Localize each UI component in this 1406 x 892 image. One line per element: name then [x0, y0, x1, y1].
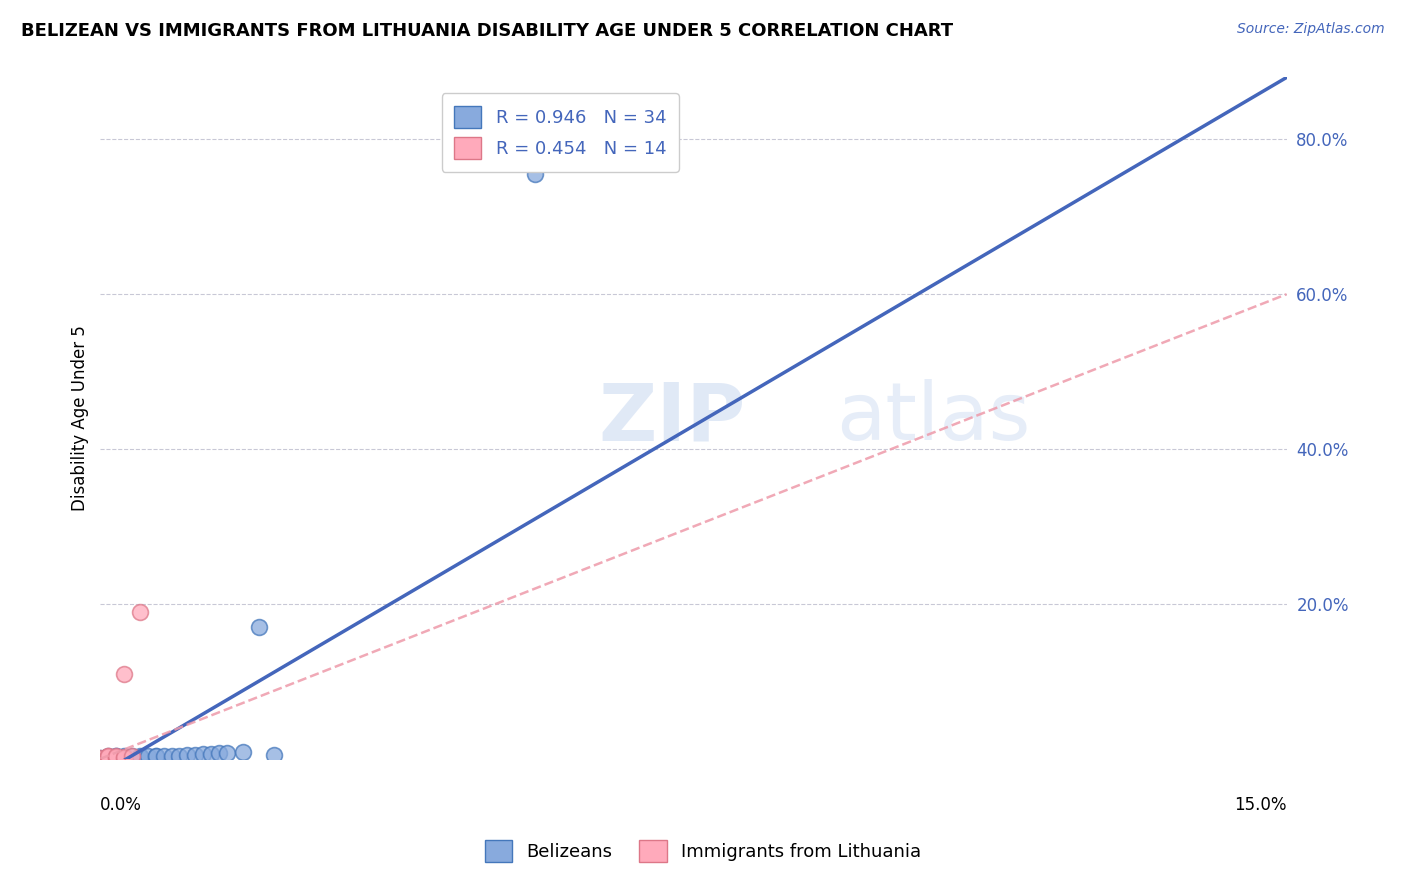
- Point: [160, 748, 183, 763]
- Point: [97, 751, 120, 765]
- Point: [215, 746, 238, 760]
- Point: [208, 747, 231, 761]
- Point: [105, 750, 128, 764]
- Point: [121, 749, 143, 764]
- Point: [105, 751, 128, 765]
- Point: [112, 751, 135, 765]
- Point: [89, 752, 111, 766]
- Point: [169, 748, 191, 763]
- Point: [112, 750, 135, 764]
- Point: [184, 747, 207, 762]
- Text: 0.0%: 0.0%: [100, 797, 142, 814]
- Point: [128, 605, 150, 619]
- Y-axis label: Disability Age Under 5: Disability Age Under 5: [72, 326, 89, 511]
- Point: [89, 752, 111, 766]
- Legend: R = 0.946   N = 34, R = 0.454   N = 14: R = 0.946 N = 34, R = 0.454 N = 14: [441, 94, 679, 171]
- Text: BELIZEAN VS IMMIGRANTS FROM LITHUANIA DISABILITY AGE UNDER 5 CORRELATION CHART: BELIZEAN VS IMMIGRANTS FROM LITHUANIA DI…: [21, 22, 953, 40]
- Point: [105, 750, 128, 764]
- Point: [145, 748, 167, 763]
- Point: [191, 747, 214, 761]
- Point: [263, 747, 285, 762]
- Point: [97, 751, 120, 765]
- Point: [247, 620, 270, 634]
- Point: [112, 666, 135, 681]
- Text: Source: ZipAtlas.com: Source: ZipAtlas.com: [1237, 22, 1385, 37]
- Point: [524, 167, 547, 181]
- Point: [136, 749, 159, 764]
- Point: [97, 749, 120, 764]
- Text: 15.0%: 15.0%: [1234, 797, 1286, 814]
- Point: [152, 749, 174, 764]
- Point: [112, 749, 135, 764]
- Point: [112, 750, 135, 764]
- Point: [97, 751, 120, 765]
- Point: [97, 748, 120, 763]
- Point: [128, 750, 150, 764]
- Point: [105, 748, 128, 763]
- Point: [97, 750, 120, 764]
- Point: [112, 751, 135, 765]
- Text: atlas: atlas: [835, 379, 1031, 457]
- Point: [105, 749, 128, 764]
- Point: [89, 751, 111, 765]
- Legend: Belizeans, Immigrants from Lithuania: Belizeans, Immigrants from Lithuania: [478, 833, 928, 870]
- Point: [89, 751, 111, 765]
- Point: [97, 749, 120, 764]
- Point: [105, 749, 128, 764]
- Point: [128, 748, 150, 763]
- Point: [603, 152, 626, 166]
- Point: [145, 749, 167, 764]
- Text: ZIP: ZIP: [599, 379, 745, 457]
- Point: [97, 750, 120, 764]
- Point: [232, 745, 254, 759]
- Point: [200, 747, 222, 761]
- Point: [176, 747, 198, 762]
- Point: [97, 752, 120, 766]
- Point: [121, 749, 143, 764]
- Point: [105, 751, 128, 765]
